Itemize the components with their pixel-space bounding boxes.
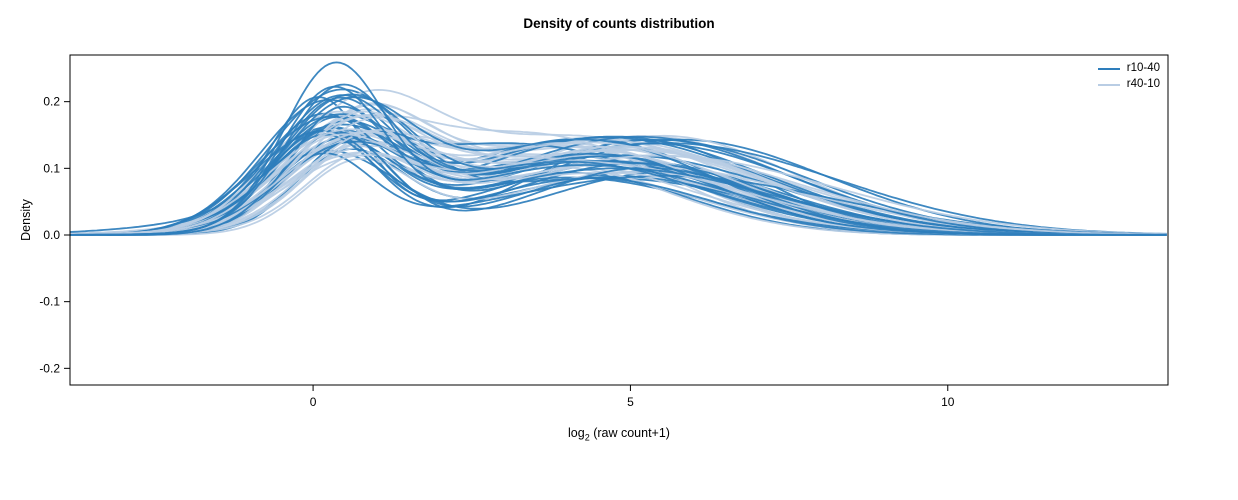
legend-label-r40-10: r40-10 — [1126, 78, 1160, 90]
density-curve — [70, 85, 1167, 236]
legend-line-swatch-r10-40 — [1097, 67, 1120, 70]
density-curve — [69, 98, 1167, 236]
legend: r10-40 r40-10 — [1097, 62, 1160, 91]
y-tick-label: 0.2 — [43, 95, 60, 109]
legend-label-r10-40: r10-40 — [1126, 62, 1160, 74]
density-curve — [70, 83, 1167, 236]
x-tick-label: 10 — [941, 395, 955, 409]
y-tick-label: 0.0 — [43, 228, 60, 242]
x-tick-label: 0 — [310, 395, 317, 409]
x-axis-label-subscript: 2 — [584, 432, 590, 443]
legend-entry-r40-10: r40-10 — [1097, 78, 1160, 91]
x-axis-label-prefix: log — [568, 426, 585, 440]
x-axis-label: log2 (raw count+1) — [70, 426, 1168, 443]
x-axis-label-suffix: (raw count+1) — [589, 426, 670, 440]
y-tick-label: -0.2 — [39, 361, 60, 375]
chart-title: Density of counts distribution — [523, 16, 715, 31]
legend-entry-r10-40: r10-40 — [1097, 62, 1160, 75]
density-curve — [69, 151, 1167, 236]
legend-line-swatch-r40-10 — [1097, 83, 1120, 86]
y-tick-label: 0.1 — [43, 161, 60, 175]
x-tick-label: 5 — [627, 395, 634, 409]
plot-box — [69, 54, 1169, 386]
y-axis-label: Density — [19, 199, 33, 241]
y-tick-label: -0.1 — [39, 295, 60, 309]
